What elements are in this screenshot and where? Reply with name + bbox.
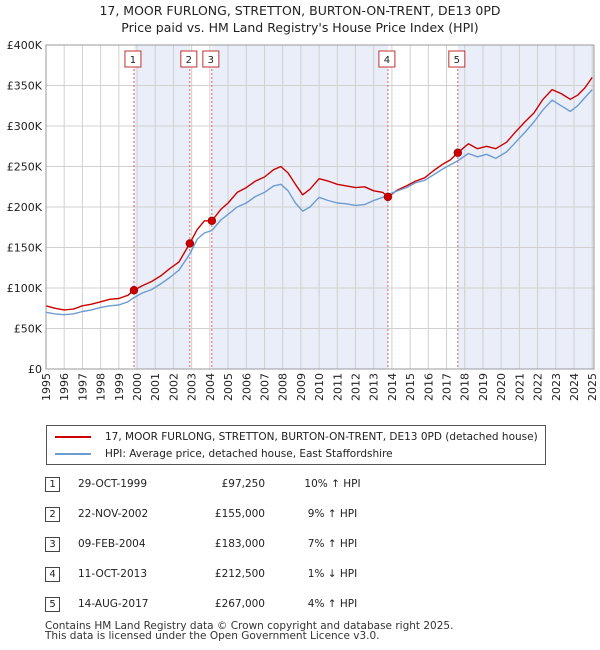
row-number-badge: 2 xyxy=(45,507,60,522)
footer-line1: Contains HM Land Registry data © Crown c… xyxy=(45,620,454,632)
footer-attribution: Contains HM Land Registry data © Crown c… xyxy=(45,620,454,642)
legend-label-price: 17, MOOR FURLONG, STRETTON, BURTON-ON-TR… xyxy=(105,431,538,443)
x-tick-label: 2005 xyxy=(222,373,235,401)
sale-number-box xyxy=(202,50,220,68)
x-tick-label: 2002 xyxy=(167,373,180,401)
sale-point xyxy=(185,239,195,248)
y-tick-label: £0 xyxy=(28,363,42,376)
x-tick-label: 2019 xyxy=(477,373,490,401)
chart-title: 17, MOOR FURLONG, STRETTON, BURTON-ON-TR… xyxy=(0,2,600,36)
y-tick-label: £400K xyxy=(7,39,43,52)
plot-frame xyxy=(45,44,595,370)
row-hpi-change: 9% ↑ HPI xyxy=(307,508,358,520)
table-row: 3 09-FEB-2004 £183,000 7% ↑ HPI xyxy=(0,537,600,557)
row-date: 09-FEB-2004 xyxy=(78,538,146,550)
sale-point xyxy=(129,286,139,295)
row-hpi-change: 10% ↑ HPI xyxy=(304,478,361,490)
table-row: 4 11-OCT-2013 £212,500 1% ↓ HPI xyxy=(0,567,600,587)
legend-label-hpi: HPI: Average price, detached house, East… xyxy=(105,448,393,460)
row-hpi-change: 4% ↑ HPI xyxy=(307,598,358,610)
sale-number-label: 4 xyxy=(384,55,390,66)
x-tick-label: 2022 xyxy=(532,373,545,401)
x-tick-label: 2017 xyxy=(441,373,454,401)
x-tick-label: 2004 xyxy=(204,373,217,401)
y-tick-label: £300K xyxy=(7,120,43,133)
sale-number-label: 5 xyxy=(454,55,460,66)
x-tick-label: 2012 xyxy=(350,373,363,401)
x-tick-label: 2025 xyxy=(586,373,599,401)
row-number-badge: 5 xyxy=(45,597,60,612)
table-row: 1 29-OCT-1999 £97,250 10% ↑ HPI xyxy=(0,477,600,497)
x-tick-label: 2013 xyxy=(368,373,381,401)
y-tick-label: £250K xyxy=(7,161,43,174)
x-tick-label: 2003 xyxy=(186,373,199,401)
row-date: 11-OCT-2013 xyxy=(78,568,147,580)
y-tick-label: £50K xyxy=(14,323,43,336)
legend-item-hpi: HPI: Average price, detached house, East… xyxy=(55,446,393,462)
row-price: £212,500 xyxy=(214,568,265,580)
x-tick-label: 2009 xyxy=(295,373,308,401)
legend-swatch-price xyxy=(55,436,91,438)
sale-number-box xyxy=(124,50,142,68)
row-price: £155,000 xyxy=(214,508,265,520)
sale-point xyxy=(383,192,393,202)
sale-point xyxy=(207,216,217,225)
x-tick-label: 1995 xyxy=(40,373,53,401)
sale-number-label: 2 xyxy=(186,55,192,66)
row-number-badge: 1 xyxy=(45,477,60,492)
legend-swatch-hpi xyxy=(55,453,91,455)
y-tick-label: £200K xyxy=(7,201,43,214)
x-tick-label: 2006 xyxy=(240,373,253,401)
row-number-badge: 3 xyxy=(45,537,60,552)
row-hpi-change: 1% ↓ HPI xyxy=(307,568,358,580)
row-number-badge: 4 xyxy=(45,567,60,582)
chart-title-line2: Price paid vs. HM Land Registry's House … xyxy=(121,20,479,35)
x-tick-label: 2016 xyxy=(422,373,435,401)
x-tick-label: 2021 xyxy=(513,373,526,401)
x-tick-label: 2000 xyxy=(131,373,144,401)
x-tick-label: 2014 xyxy=(386,373,399,401)
legend: 17, MOOR FURLONG, STRETTON, BURTON-ON-TR… xyxy=(46,425,546,465)
row-date: 22-NOV-2002 xyxy=(78,508,149,520)
x-tick-label: 2007 xyxy=(258,373,271,401)
footer-line2: This data is licensed under the Open Gov… xyxy=(45,630,380,642)
table-row: 5 14-AUG-2017 £267,000 4% ↑ HPI xyxy=(0,597,600,617)
x-tick-label: 1996 xyxy=(58,373,71,401)
row-price: £97,250 xyxy=(221,478,265,490)
x-tick-label: 2001 xyxy=(149,373,162,401)
hpi-line xyxy=(45,89,593,316)
x-tick-label: 2020 xyxy=(495,373,508,401)
y-tick-label: £150K xyxy=(7,242,43,255)
x-tick-label: 2015 xyxy=(404,373,417,401)
sale-number-box xyxy=(180,50,198,68)
x-tick-label: 2024 xyxy=(568,373,581,401)
price-paid-line xyxy=(45,77,593,311)
sale-point xyxy=(453,148,463,157)
chart-title-line1: 17, MOOR FURLONG, STRETTON, BURTON-ON-TR… xyxy=(99,3,501,18)
sale-number-label: 3 xyxy=(208,55,214,66)
x-tick-label: 2010 xyxy=(313,373,326,401)
row-date: 14-AUG-2017 xyxy=(78,598,149,610)
x-tick-label: 2008 xyxy=(277,373,290,401)
y-tick-label: £100K xyxy=(7,282,43,295)
x-tick-label: 1998 xyxy=(95,373,108,401)
row-date: 29-OCT-1999 xyxy=(78,478,147,490)
legend-item-price: 17, MOOR FURLONG, STRETTON, BURTON-ON-TR… xyxy=(55,429,538,445)
row-price: £183,000 xyxy=(214,538,265,550)
y-tick-label: £350K xyxy=(7,80,43,93)
sale-number-box xyxy=(448,50,466,68)
table-row: 2 22-NOV-2002 £155,000 9% ↑ HPI xyxy=(0,507,600,527)
x-tick-label: 2023 xyxy=(550,373,563,401)
x-tick-label: 2018 xyxy=(459,373,472,401)
sale-number-label: 1 xyxy=(130,55,136,66)
sale-number-box xyxy=(378,50,396,68)
row-price: £267,000 xyxy=(214,598,265,610)
x-tick-label: 1997 xyxy=(76,373,89,401)
x-tick-label: 2011 xyxy=(331,373,344,401)
price-chart: 1 2 3 4 5 £0 £50K £100K £150K £200K £250K £300K £35… xyxy=(7,39,599,401)
row-hpi-change: 7% ↑ HPI xyxy=(307,538,358,550)
x-tick-label: 1999 xyxy=(113,373,126,401)
